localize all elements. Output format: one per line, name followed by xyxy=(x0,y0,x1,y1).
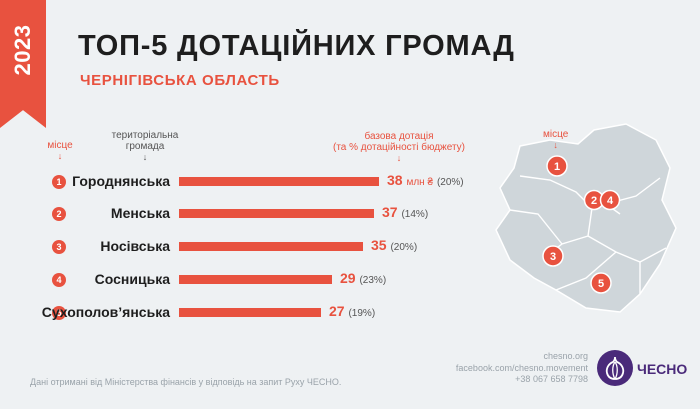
value-unit: млн ₴ xyxy=(406,177,434,188)
rank-badge: 1 xyxy=(52,175,66,189)
value-label: 35 (20%) xyxy=(371,237,417,253)
arrow-down-icon: ↓ xyxy=(57,151,63,161)
community-name: Городнянська xyxy=(72,173,170,189)
arrow-down-icon: ↓ xyxy=(396,153,402,163)
bar xyxy=(179,275,332,284)
garlic-icon xyxy=(605,356,625,380)
community-name: Носівська xyxy=(100,238,170,254)
header-place: місце ↓ xyxy=(42,140,78,161)
header-community: територіальна громада ↓ xyxy=(103,130,187,162)
header-subsidy-line1: базова дотація xyxy=(364,131,434,142)
contact-phone: +38 067 658 7798 xyxy=(515,374,588,384)
svg-text:2: 2 xyxy=(591,195,597,207)
district-border xyxy=(509,209,563,245)
map-marker-3: 3 xyxy=(542,245,564,267)
page-title: ТОП-5 ДОТАЦІЙНИХ ГРОМАД xyxy=(78,30,515,62)
bar xyxy=(179,177,379,186)
district-border xyxy=(587,235,667,263)
rank-badge: 3 xyxy=(52,240,66,254)
value-label: 29 (23%) xyxy=(340,270,386,286)
svg-text:1: 1 xyxy=(554,161,560,173)
value-label: 38 млн ₴ (20%) xyxy=(387,172,464,188)
community-name: Сухополов’янська xyxy=(41,304,170,320)
bar xyxy=(179,209,374,218)
rank-badge: 4 xyxy=(52,273,66,287)
header-community-line1: територіальна xyxy=(111,130,179,141)
page-subtitle: ЧЕРНІГІВСЬКА ОБЛАСТЬ xyxy=(80,72,280,89)
contacts: chesno.org facebook.com/chesno.movement … xyxy=(456,351,588,386)
rank-badge: 5 xyxy=(52,306,66,320)
value-label: 37 (14%) xyxy=(382,204,428,220)
community-name: Сосницька xyxy=(94,271,170,287)
value-number: 35 xyxy=(371,237,387,253)
map-marker-2: 2 xyxy=(583,189,605,211)
map-marker-1: 1 xyxy=(546,155,568,177)
chart-row-5: 5 Сухополов’янська 27 (19%) xyxy=(0,301,520,325)
contact-facebook[interactable]: facebook.com/chesno.movement xyxy=(455,362,588,373)
value-label: 27 (19%) xyxy=(329,303,375,319)
header-place-label: місце xyxy=(47,140,73,151)
footer-note: Дані отримані від Міністерства фінансів … xyxy=(30,377,342,387)
chart-row-1: 1 Городнянська 38 млн ₴ (20%) xyxy=(0,170,520,194)
chart-row-2: 2 Менська 37 (14%) xyxy=(0,202,520,226)
svg-text:3: 3 xyxy=(550,251,556,263)
arrow-down-icon: ↓ xyxy=(142,152,148,162)
header-community-line2: громада xyxy=(125,141,165,152)
bar xyxy=(179,242,363,251)
value-number: 37 xyxy=(382,204,398,220)
svg-text:4: 4 xyxy=(607,195,614,207)
arrow-down-icon: ↓ xyxy=(553,140,558,150)
bar xyxy=(179,308,321,317)
rank-badge: 2 xyxy=(52,207,66,221)
region-outline xyxy=(495,123,677,313)
value-number: 27 xyxy=(329,303,345,319)
value-number: 38 xyxy=(387,172,403,188)
logo-text: ЧЕСНО xyxy=(637,361,688,377)
community-name: Менська xyxy=(110,205,170,221)
district-border xyxy=(555,251,617,291)
value-percent: (23%) xyxy=(359,275,387,286)
map-marker-5: 5 xyxy=(590,272,612,294)
value-percent: (20%) xyxy=(390,242,418,253)
chart-row-3: 3 Носівська 35 (20%) xyxy=(0,235,520,259)
value-percent: (14%) xyxy=(401,209,429,220)
logo-garlic-icon xyxy=(597,350,633,386)
header-subsidy-line2: (та % дотаційності бюджету) xyxy=(333,142,465,153)
value-percent: (19%) xyxy=(348,308,376,319)
chart-row-4: 4 Сосницька 29 (23%) xyxy=(0,268,520,292)
map-label-text: місце xyxy=(543,129,569,140)
header-subsidy: базова дотація (та % дотаційності бюджет… xyxy=(326,131,472,163)
map-marker-4: 4 xyxy=(599,189,621,211)
map-label: місце ↓ xyxy=(543,129,568,150)
region-map: 1 2 4 3 5 xyxy=(495,123,677,313)
year-label: 2023 xyxy=(10,24,35,76)
value-percent: (20%) xyxy=(436,177,464,188)
value-number: 29 xyxy=(340,270,356,286)
contact-site[interactable]: chesno.org xyxy=(543,351,588,361)
svg-text:5: 5 xyxy=(598,278,604,290)
year-banner xyxy=(0,0,46,128)
